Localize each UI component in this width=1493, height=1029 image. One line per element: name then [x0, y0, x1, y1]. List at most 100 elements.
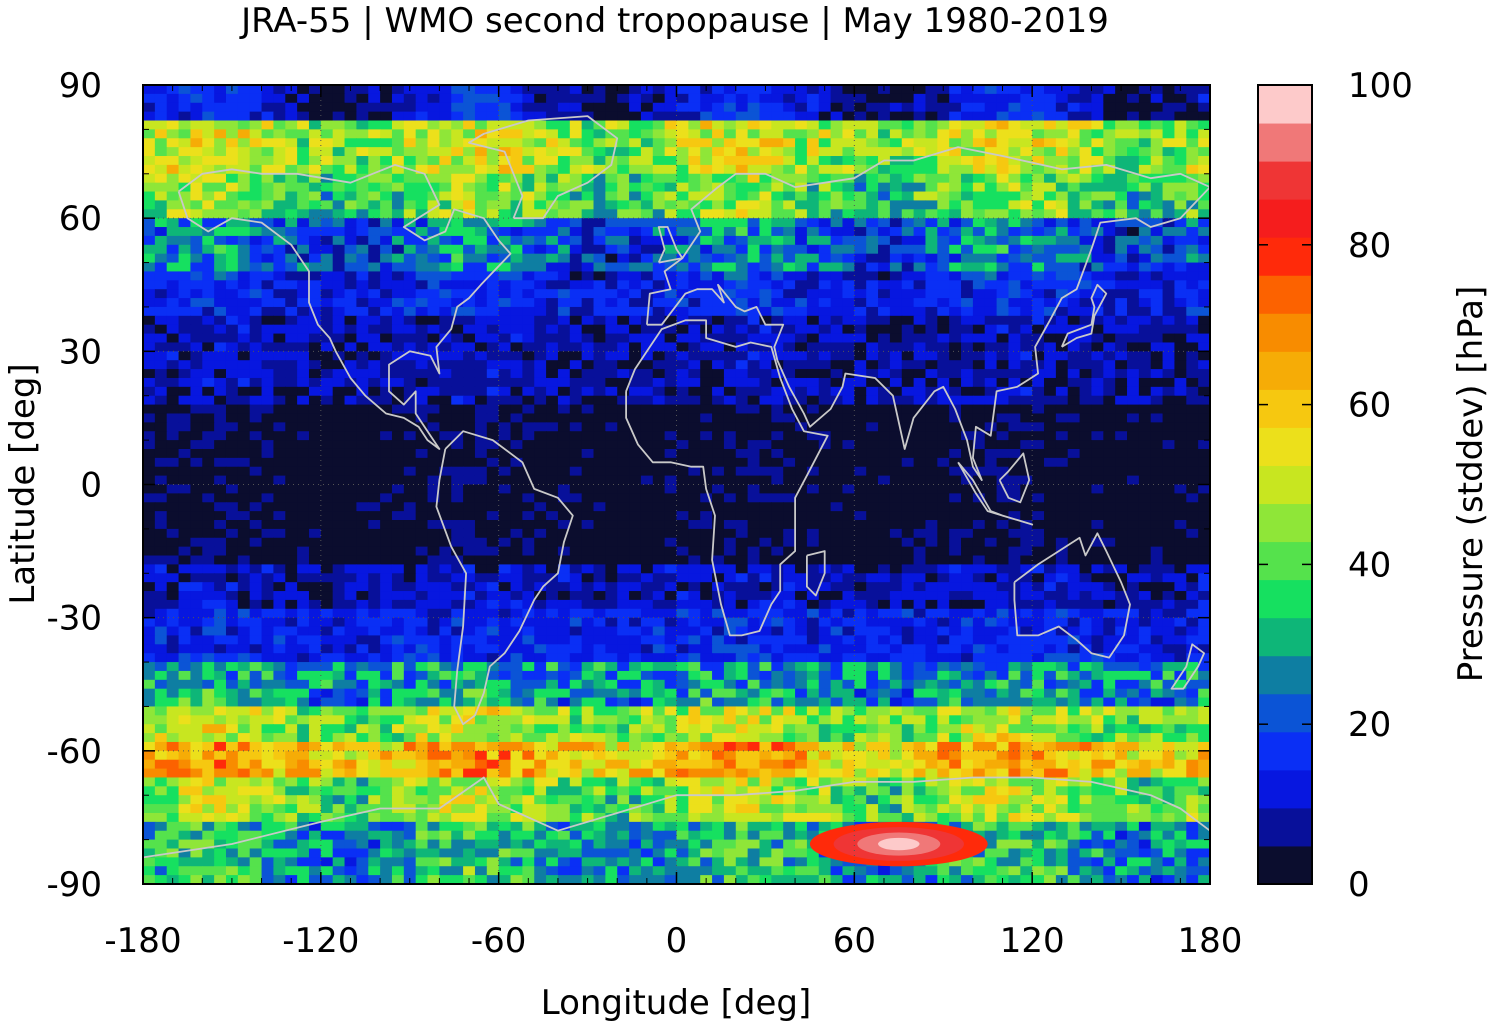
- heatmap-cell: [166, 448, 180, 459]
- heatmap-cell: [617, 298, 630, 308]
- heatmap-cell: [1008, 298, 1021, 308]
- heatmap-cell: [581, 360, 595, 370]
- heatmap-cell: [854, 520, 867, 530]
- heatmap-cell: [1186, 235, 1199, 246]
- heatmap-cell: [166, 102, 180, 113]
- heatmap-cell: [451, 475, 464, 486]
- heatmap-cell: [308, 253, 322, 264]
- heatmap-cell: [273, 351, 286, 361]
- heatmap-cell: [332, 333, 346, 344]
- heatmap-cell: [1032, 298, 1045, 308]
- heatmap-cell: [806, 475, 820, 486]
- heatmap-cell: [202, 289, 215, 299]
- heatmap-cell: [546, 448, 559, 459]
- heatmap-cell: [783, 466, 796, 477]
- heatmap-cell: [996, 271, 1010, 281]
- heatmap-cell: [1091, 351, 1104, 361]
- heatmap-cell: [297, 271, 310, 281]
- heatmap-cell: [901, 102, 915, 113]
- heatmap-cell: [439, 413, 452, 423]
- heatmap-cell: [1032, 493, 1045, 503]
- heatmap-cell: [463, 528, 476, 539]
- heatmap-cell: [368, 129, 381, 139]
- heatmap-cell: [178, 253, 192, 264]
- heatmap-cell: [949, 466, 962, 477]
- heatmap-cell: [1103, 138, 1116, 148]
- heatmap-cell: [166, 413, 180, 423]
- heatmap-cell: [1174, 466, 1187, 477]
- heatmap-cell: [783, 173, 796, 184]
- heatmap-cell: [842, 218, 855, 228]
- heatmap-cell: [415, 111, 429, 122]
- heatmap-cell: [1103, 440, 1116, 450]
- heatmap-cell: [380, 306, 393, 317]
- heatmap-cell: [510, 511, 523, 521]
- heatmap-cell: [1174, 369, 1187, 379]
- heatmap-cell: [557, 93, 571, 104]
- heatmap-cell: [154, 466, 168, 477]
- heatmap-cell: [225, 537, 239, 548]
- heatmap-cell: [285, 404, 298, 415]
- heatmap-cell: [1127, 484, 1140, 494]
- heatmap-cell: [344, 191, 357, 202]
- heatmap-cell: [700, 422, 713, 432]
- heatmap-cell: [866, 351, 879, 361]
- heatmap-cell: [237, 502, 251, 512]
- heatmap-cell: [1091, 173, 1104, 184]
- heatmap-cell: [510, 209, 523, 219]
- heatmap-cell: [1186, 111, 1199, 122]
- heatmap-cell: [344, 156, 357, 166]
- heatmap-cell: [344, 315, 357, 326]
- heatmap-cell: [640, 413, 654, 423]
- heatmap-cell: [1032, 342, 1045, 352]
- heatmap-cell: [1067, 466, 1081, 477]
- heatmap-cell: [297, 386, 310, 397]
- heatmap-cell: [1079, 333, 1093, 344]
- heatmap-cell: [1150, 227, 1164, 237]
- heatmap-cell: [830, 333, 844, 344]
- heatmap-cell: [972, 85, 986, 95]
- heatmap-cell: [806, 440, 820, 450]
- heatmap-cell: [1198, 138, 1210, 148]
- heatmap-cell: [795, 537, 808, 548]
- heatmap-cell: [569, 502, 583, 512]
- heatmap-cell: [273, 466, 286, 477]
- heatmap-cell: [593, 235, 606, 246]
- heatmap-cell: [546, 520, 559, 530]
- heatmap-cell: [676, 235, 689, 246]
- heatmap-cell: [937, 200, 950, 210]
- heatmap-cell: [1020, 120, 1033, 130]
- heatmap-cell: [178, 360, 192, 370]
- heatmap-cell: [249, 528, 263, 539]
- heatmap-cell: [344, 182, 357, 193]
- heatmap-cell: [996, 289, 1010, 299]
- heatmap-cell: [581, 253, 595, 264]
- heatmap-cell: [854, 404, 867, 415]
- heatmap-cell: [569, 262, 583, 273]
- heatmap-cell: [949, 306, 962, 317]
- heatmap-cell: [225, 129, 239, 139]
- heatmap-cell: [1138, 386, 1152, 397]
- heatmap-cell: [486, 164, 500, 175]
- heatmap-cell: [1198, 85, 1210, 95]
- heatmap-cell: [783, 138, 796, 148]
- heatmap-cell: [1138, 298, 1152, 308]
- heatmap-cell: [1127, 369, 1140, 379]
- heatmap-cell: [735, 315, 749, 326]
- heatmap-cell: [498, 555, 512, 565]
- heatmap-cell: [297, 102, 310, 113]
- heatmap-cell: [961, 85, 974, 95]
- heatmap-cell: [498, 227, 512, 237]
- heatmap-cell: [1020, 537, 1033, 548]
- heatmap-cell: [735, 448, 749, 459]
- heatmap-cell: [996, 555, 1010, 565]
- heatmap-cell: [439, 466, 452, 477]
- heatmap-cell: [249, 306, 263, 317]
- heatmap-cell: [391, 306, 405, 317]
- heatmap-cell: [297, 333, 310, 344]
- heatmap-cell: [1079, 511, 1093, 521]
- heatmap-cell: [771, 111, 784, 122]
- heatmap-cell: [261, 191, 275, 202]
- heatmap-cell: [510, 386, 523, 397]
- heatmap-cell: [878, 244, 891, 255]
